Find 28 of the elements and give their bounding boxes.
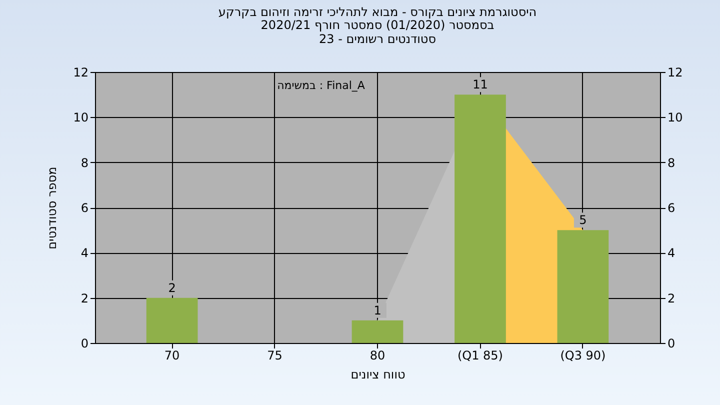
y-tick-label: 10 (73, 110, 88, 125)
x-axis-title: טווח ציונים (350, 368, 406, 382)
y2-tick-label: 2 (668, 291, 676, 306)
x-tick-label: 70 (164, 348, 180, 362)
y2-tick-label: 8 (668, 156, 676, 170)
data-label: 11 (472, 78, 488, 92)
y2-tick-label: 0 (668, 336, 676, 350)
data-label: 1 (374, 303, 382, 318)
y-tick-label: 6 (80, 201, 88, 215)
y-axis-title: מספר סטודנטים (45, 166, 60, 250)
annotation: במשימה : Final_A (277, 79, 366, 92)
y-tick-label: 4 (80, 246, 88, 260)
chart-subtitle: בסמסטר (01/2020) סמסטר חורף 2020/21 סטודנטים רשומים - 23 (260, 18, 494, 46)
data-label: 2 (168, 280, 176, 295)
y-tick-label: 12 (73, 66, 88, 80)
y2-tick-label: 4 (668, 246, 676, 260)
y-tick-label: 8 (80, 156, 88, 170)
x-tick-label: 75 (267, 348, 282, 362)
data-label: 5 (579, 213, 587, 228)
x-tick-label: (Q3 90) (560, 348, 606, 362)
y2-tick-label: 10 (668, 110, 683, 125)
x-tick-label: 80 (370, 348, 386, 362)
y2-tick-label: 6 (668, 201, 676, 215)
y-tick-label: 2 (80, 291, 88, 306)
x-tick-label: (Q1 85) (457, 348, 503, 362)
y-tick-label: 0 (80, 336, 88, 350)
y2-tick-label: 12 (668, 66, 683, 80)
chart-title: היסטוגרמת ציונים בקורס - מבוא לתהליכי זרימה וזיהום בקרקע (218, 5, 537, 19)
